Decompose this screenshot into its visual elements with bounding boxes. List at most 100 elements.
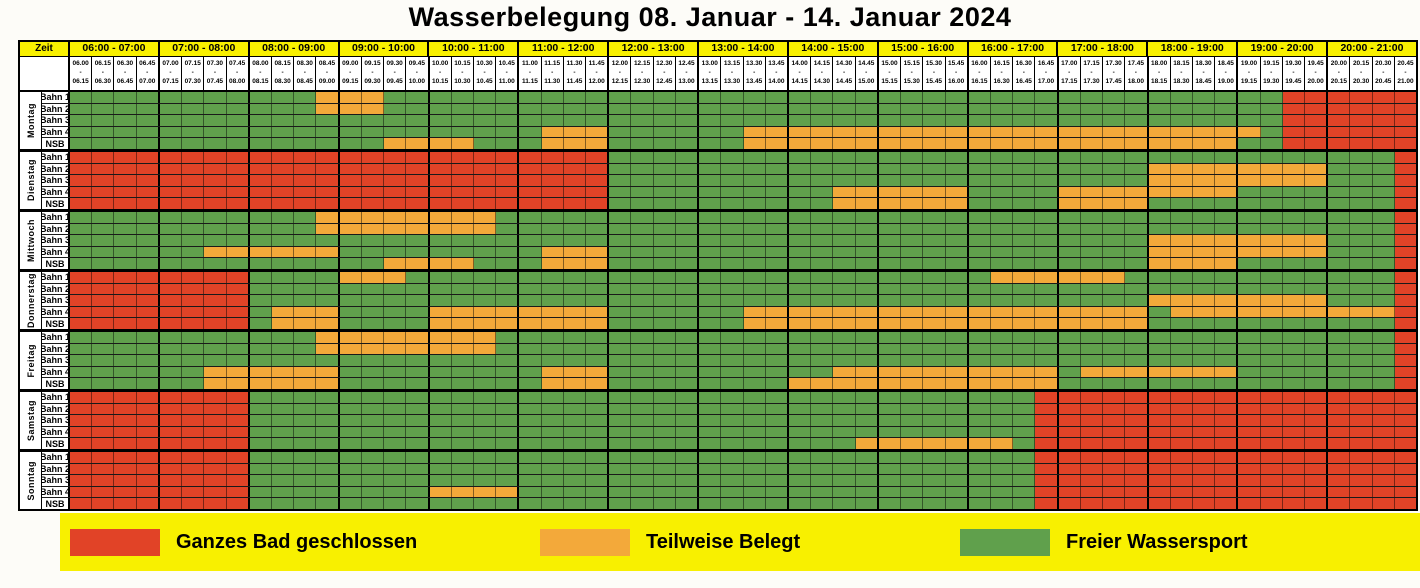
schedule-cell <box>473 103 497 115</box>
schedule-cell <box>1350 138 1373 149</box>
schedule-cell <box>968 475 991 486</box>
schedule-cell <box>541 258 564 269</box>
schedule-cell <box>1282 212 1306 223</box>
schedule-cell <box>339 272 362 283</box>
schedule-cell <box>182 175 205 186</box>
schedule-cell <box>1372 223 1395 235</box>
schedule-cell <box>1238 223 1261 235</box>
schedule-cell <box>316 355 340 366</box>
hour-header-cell: 12:00 - 13:00 <box>609 42 700 56</box>
schedule-cell <box>990 258 1014 269</box>
schedule-cell <box>159 175 183 186</box>
schedule-cell <box>92 115 115 126</box>
schedule-cell <box>361 463 385 475</box>
schedule-cell <box>968 186 991 198</box>
schedule-cell <box>182 332 205 343</box>
schedule-cell <box>429 235 452 246</box>
schedule-cell <box>1013 163 1036 175</box>
schedule-cell <box>1238 452 1261 463</box>
schedule-row: Bahn 2 <box>42 163 1417 176</box>
quarter-header-cell: 09.30-09.45 <box>384 57 407 90</box>
schedule-cell <box>92 126 115 138</box>
schedule-cell <box>1282 163 1306 175</box>
schedule-cell <box>878 163 902 175</box>
schedule-cell <box>945 415 969 426</box>
schedule-cell <box>1215 223 1239 235</box>
schedule-cell <box>451 438 474 449</box>
schedule-cell <box>1103 223 1126 235</box>
schedule-cell <box>923 175 946 186</box>
schedule-cell <box>271 415 295 426</box>
schedule-cell <box>923 115 946 126</box>
schedule-cell <box>361 486 385 498</box>
schedule-cell <box>743 392 766 403</box>
slot-cells <box>70 272 1417 283</box>
schedule-cell <box>1394 163 1417 175</box>
schedule-cell <box>406 138 430 149</box>
schedule-cell <box>1215 103 1239 115</box>
schedule-cell <box>990 438 1014 449</box>
schedule-cell <box>316 332 340 343</box>
schedule-cell <box>473 272 497 283</box>
hour-header-cell: 20:00 - 21:00 <box>1328 42 1416 56</box>
quarter-header-cell: 15.00-15.15 <box>878 57 902 90</box>
schedule-cell <box>226 343 250 355</box>
schedule-cell <box>226 138 250 149</box>
schedule-cell <box>1103 318 1126 329</box>
schedule-cell <box>1125 426 1149 438</box>
schedule-cell <box>1125 486 1149 498</box>
schedule-cell <box>833 175 856 186</box>
schedule-cell <box>249 138 272 149</box>
schedule-cell <box>1103 498 1126 509</box>
schedule-cell <box>473 212 497 223</box>
schedule-cell <box>136 332 160 343</box>
schedule-cell <box>226 103 250 115</box>
schedule-cell <box>699 463 722 475</box>
day-lanes: Bahn 1 Bahn 2 Bahn 3 Bahn 4 NSB <box>42 272 1417 329</box>
slot-cells <box>70 175 1417 186</box>
schedule-cell <box>339 498 362 509</box>
schedule-cell <box>384 198 407 209</box>
schedule-cell <box>563 212 587 223</box>
schedule-cell <box>361 223 385 235</box>
schedule-cell <box>473 175 497 186</box>
schedule-cell <box>901 392 924 403</box>
schedule-cell <box>1080 198 1104 209</box>
quarter-header-cell: 16.15-16.30 <box>990 57 1014 90</box>
schedule-cell <box>519 283 542 295</box>
schedule-cell <box>1058 163 1081 175</box>
schedule-cell <box>1148 355 1171 366</box>
schedule-cell <box>159 392 183 403</box>
quarter-header-cell: 13.45-14.00 <box>765 57 789 90</box>
schedule-cell <box>406 115 430 126</box>
slot-cells <box>70 138 1417 149</box>
day-label: Sonntag <box>20 452 42 509</box>
schedule-cell <box>473 403 497 415</box>
schedule-cell <box>1035 332 1059 343</box>
schedule-cell <box>1282 115 1306 126</box>
schedule-cell <box>473 246 497 258</box>
schedule-cell <box>653 452 676 463</box>
schedule-cell <box>429 343 452 355</box>
schedule-cell <box>1328 212 1351 223</box>
schedule-cell <box>1328 246 1351 258</box>
schedule-cell <box>1192 126 1216 138</box>
schedule-cell <box>811 498 834 509</box>
schedule-cell <box>92 306 115 318</box>
schedule-cell <box>429 186 452 198</box>
schedule-cell <box>294 223 317 235</box>
schedule-cell <box>1192 343 1216 355</box>
schedule-cell <box>429 366 452 378</box>
schedule-cell <box>721 272 744 283</box>
schedule-cell <box>631 138 654 149</box>
schedule-cell <box>1372 475 1395 486</box>
schedule-cell <box>789 426 812 438</box>
schedule-cell <box>1080 403 1104 415</box>
schedule-cell <box>519 426 542 438</box>
schedule-cell <box>901 318 924 329</box>
schedule-cell <box>1125 378 1149 389</box>
lane-label: Bahn 4 <box>42 486 70 498</box>
schedule-cell <box>1282 332 1306 343</box>
schedule-cell <box>675 198 700 209</box>
schedule-cell <box>1260 463 1283 475</box>
